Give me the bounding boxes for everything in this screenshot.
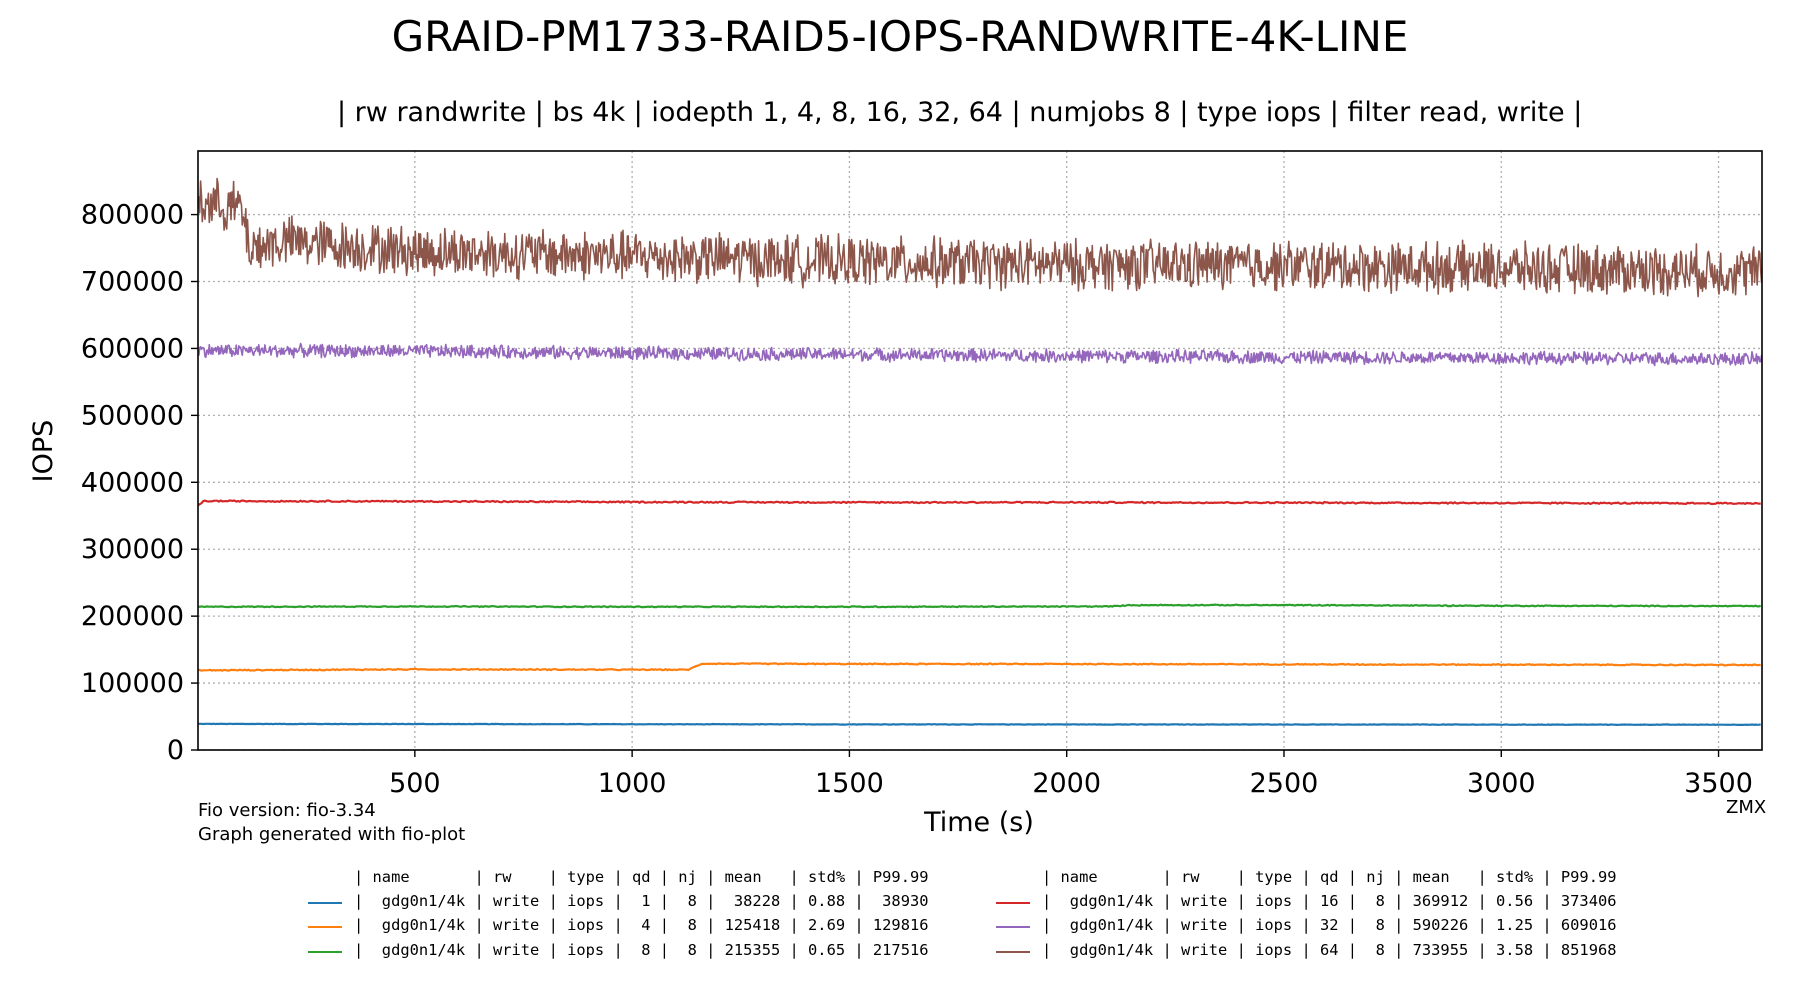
legend-swatch-qd32	[996, 926, 1030, 928]
x-tick-label: 3500	[1684, 768, 1753, 799]
fio-version-note: Fio version: fio-3.34	[198, 800, 376, 821]
y-tick-label: 100000	[81, 668, 184, 699]
legend-row-qd1: | gdg0n1/4k | write | iops | 1 | 8 | 382…	[354, 892, 929, 910]
x-tick-label: 1000	[598, 768, 667, 799]
credit-text: ZMX	[1726, 797, 1767, 818]
legend-swatch-qd16	[996, 902, 1030, 904]
chart-subtitle: | rw randwrite | bs 4k | iodepth 1, 4, 8…	[337, 97, 1583, 128]
legend-swatch-qd4	[308, 926, 342, 928]
y-tick-label: 500000	[81, 400, 184, 431]
y-tick-label: 800000	[81, 200, 184, 231]
y-tick-label: 300000	[81, 534, 184, 565]
legend-row-qd64: | gdg0n1/4k | write | iops | 64 | 8 | 73…	[1042, 941, 1617, 959]
x-tick-label: 3000	[1467, 768, 1536, 799]
legend-header-left: | name | rw | type | qd | nj | mean | st…	[354, 868, 929, 886]
y-axis-label: IOPS	[28, 420, 59, 483]
legend-swatch-qd1	[308, 902, 342, 904]
x-tick-label: 2500	[1250, 768, 1319, 799]
legend-row-qd4: | gdg0n1/4k | write | iops | 4 | 8 | 125…	[354, 916, 929, 934]
y-tick-label: 700000	[81, 267, 184, 298]
series-line-4	[197, 342, 1763, 367]
legend-row-qd8: | gdg0n1/4k | write | iops | 8 | 8 | 215…	[354, 941, 929, 959]
series-line-0	[198, 722, 1761, 726]
x-axis-label: Time (s)	[923, 807, 1034, 838]
y-tick-label: 600000	[81, 333, 184, 364]
legend-swatch-qd8	[308, 951, 342, 953]
chart-title: GRAID-PM1733-RAID5-IOPS-RANDWRITE-4K-LIN…	[391, 12, 1409, 61]
plot-frame	[197, 150, 1763, 751]
x-tick-label: 1500	[815, 768, 884, 799]
legend-row-qd32: | gdg0n1/4k | write | iops | 32 | 8 | 59…	[1042, 916, 1617, 934]
series-line-5	[197, 177, 1763, 298]
legend-swatch-qd64	[996, 951, 1030, 953]
y-tick-label: 400000	[81, 467, 184, 498]
axis-ticks: 500 1000 1500 2000 2500 3000 3500 0 100000 200000…	[81, 200, 1753, 799]
series-line-1	[197, 662, 1761, 672]
x-tick-label: 2000	[1032, 768, 1101, 799]
x-tick-label: 500	[389, 768, 441, 799]
y-tick-label: 0	[167, 735, 184, 766]
legend-row-qd16: | gdg0n1/4k | write | iops | 16 | 8 | 36…	[1042, 892, 1617, 910]
series-line-2	[197, 603, 1762, 609]
series-line-3	[197, 499, 1761, 507]
y-tick-label: 200000	[81, 601, 184, 632]
series-lines	[197, 177, 1763, 726]
generator-note: Graph generated with fio-plot	[198, 824, 466, 845]
legend-header-right: | name | rw | type | qd | nj | mean | st…	[1042, 868, 1617, 886]
